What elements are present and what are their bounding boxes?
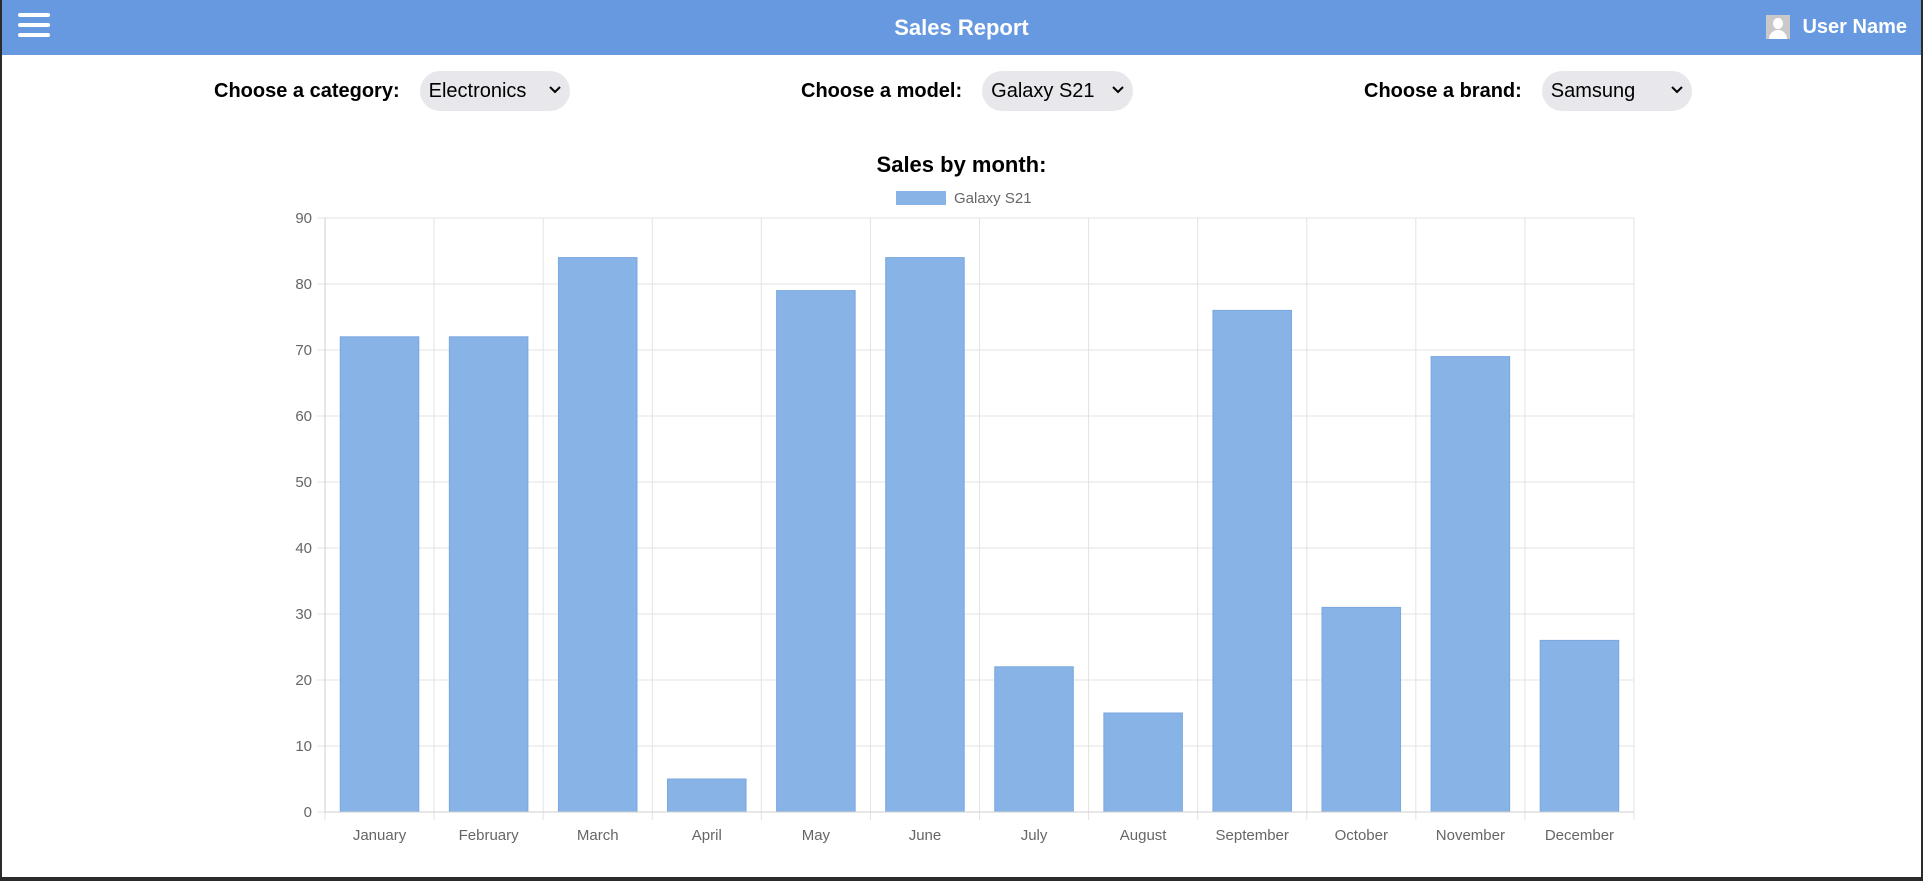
x-tick-label: June [909,827,942,844]
y-tick-label: 80 [295,276,312,293]
brand-select[interactable]: Samsung [1541,71,1692,111]
bar [448,336,529,813]
y-tick-label: 0 [304,804,312,821]
x-tick-label: August [1120,827,1168,844]
x-tick-label: October [1335,827,1388,844]
x-tick-label: February [459,827,520,844]
x-tick-label: January [353,827,407,844]
bar [557,257,638,813]
y-tick-label: 10 [295,738,312,755]
x-tick-label: November [1436,827,1505,844]
bar [1321,606,1402,813]
x-tick-label: May [802,827,831,844]
model-select-value: Galaxy S21 [991,80,1095,102]
y-tick-label: 90 [295,210,312,227]
y-tick-label: 50 [295,474,312,491]
hamburger-menu-icon[interactable] [18,13,50,41]
chart-title: Sales by month: [876,152,1047,177]
bar [885,257,965,813]
y-tick-label: 20 [295,672,312,689]
x-tick-label: March [577,827,619,844]
x-tick-label: September [1216,827,1289,844]
bar [339,336,420,813]
bar [1103,712,1183,813]
legend-label: Galaxy S21 [954,190,1032,207]
bar [776,290,856,813]
chevron-down-icon [548,86,561,94]
x-tick-label: July [1021,827,1048,844]
user-name: User Name [1802,15,1907,38]
legend-swatch [896,191,946,205]
bar [1430,356,1511,813]
model-select[interactable]: Galaxy S21 [982,71,1134,111]
category-select[interactable]: Electronics [419,71,570,111]
category-label: Choose a category: [214,79,400,102]
brand-label: Choose a brand: [1364,79,1522,102]
y-tick-label: 70 [295,342,312,359]
x-tick-label: April [692,827,722,844]
user-menu[interactable]: User Name [1766,14,1907,40]
model-label: Choose a model: [801,79,963,102]
bar [667,778,747,813]
y-tick-label: 30 [295,606,312,623]
bar [994,666,1074,813]
x-tick-label: December [1545,827,1614,844]
user-avatar-icon [1766,15,1791,39]
brand-select-value: Samsung [1550,80,1636,102]
bar [1539,639,1620,813]
chevron-down-icon [1112,86,1124,94]
category-select-value: Electronics [428,80,527,102]
bar [1212,309,1292,813]
category-filter: Choose a category: Electronics [214,71,570,111]
brand-filter: Choose a brand: Samsung [1364,71,1692,111]
model-filter: Choose a model: Galaxy S21 [801,71,1134,111]
y-tick-label: 40 [295,540,312,557]
chevron-down-icon [1671,86,1683,94]
y-tick-label: 60 [295,408,312,425]
